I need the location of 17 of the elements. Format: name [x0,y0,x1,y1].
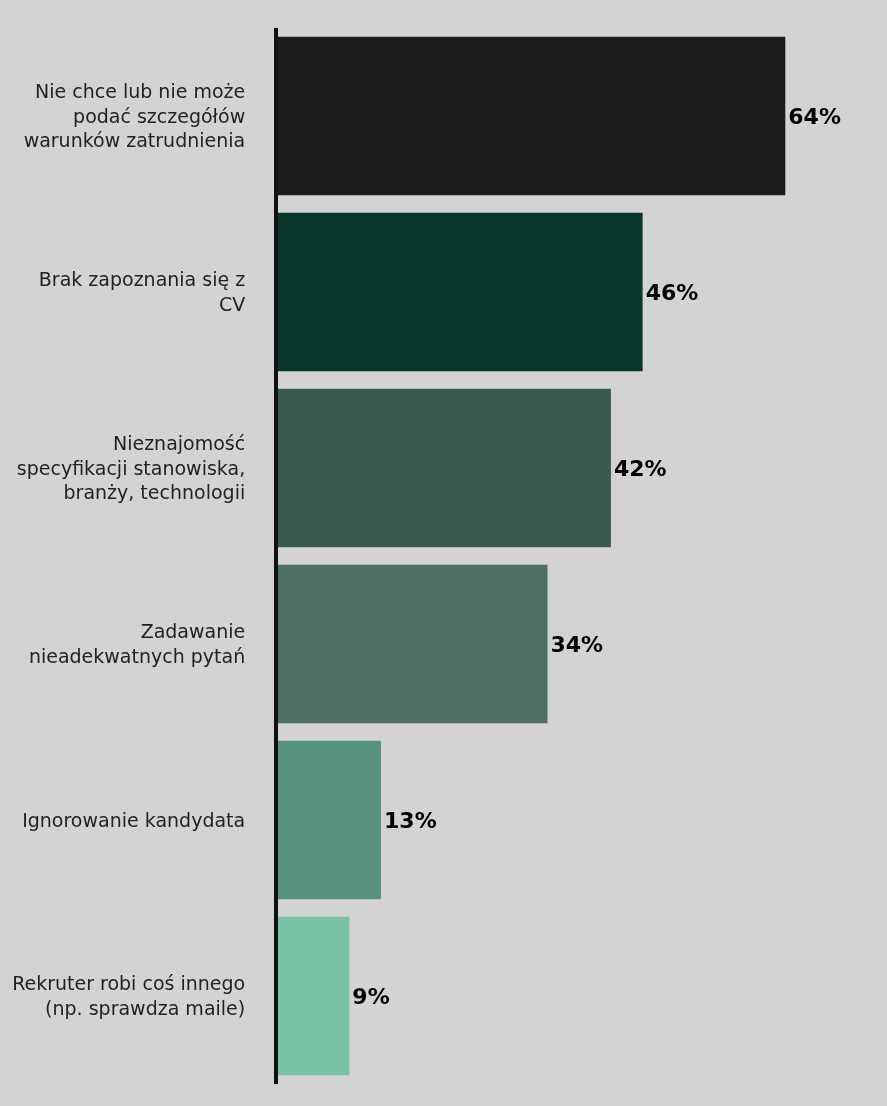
y-tick-label: Ignorowanie kandydata [22,808,246,831]
data-label: 42% [613,455,667,481]
bar [278,388,611,548]
data-label: 64% [788,103,841,129]
data-label: 13% [384,807,437,833]
bar [278,212,643,372]
y-tick-label: Brak zapoznania się z CV [38,268,246,315]
bar [278,916,350,1076]
data-label: 46% [645,279,699,305]
y-tick-label: Nie chce lub nie może podać szczegółów warunków zatrudnienia [23,79,246,152]
bar [278,740,382,900]
data-label: 9% [352,983,390,1009]
y-tick-label: Rekruter robi coś innego (np. sprawdza maile) [12,972,246,1019]
bar [278,564,548,724]
y-tick-label: Nieznajomość specyfikacji stanowiska, branży, technologii [16,431,246,504]
y-tick-label: Zadawanie nieadekwatnych pytań [28,620,246,667]
data-label: 34% [550,631,604,657]
